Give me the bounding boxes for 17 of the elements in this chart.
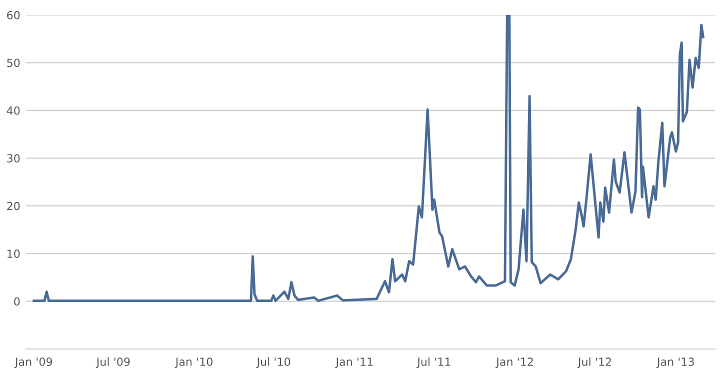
x-tick-label: Jul '12	[577, 357, 611, 368]
y-tick-label: 50	[7, 58, 20, 68]
y-tick-label: 20	[7, 202, 20, 210]
x-tick-label: Jul '10	[256, 357, 290, 368]
y-tick-label: 30	[7, 154, 20, 163]
y-tick-label: 60	[7, 10, 20, 20]
x-tick-label: Jan '13	[656, 358, 694, 368]
x-tick-label: Jan '09	[14, 358, 52, 368]
y-tick-label: 10	[8, 250, 20, 258]
x-tick-label: Jul '11	[416, 357, 450, 368]
y-tick-label: 40	[6, 106, 20, 115]
x-tick-label: Jul '09	[96, 357, 130, 368]
x-tick-label: Jan '11	[335, 358, 373, 368]
x-tick-label: Jan '10	[174, 358, 212, 368]
y-tick-label: 0	[14, 297, 20, 306]
x-tick-label: Jan '12	[496, 358, 533, 368]
line-series	[32, 15, 704, 302]
